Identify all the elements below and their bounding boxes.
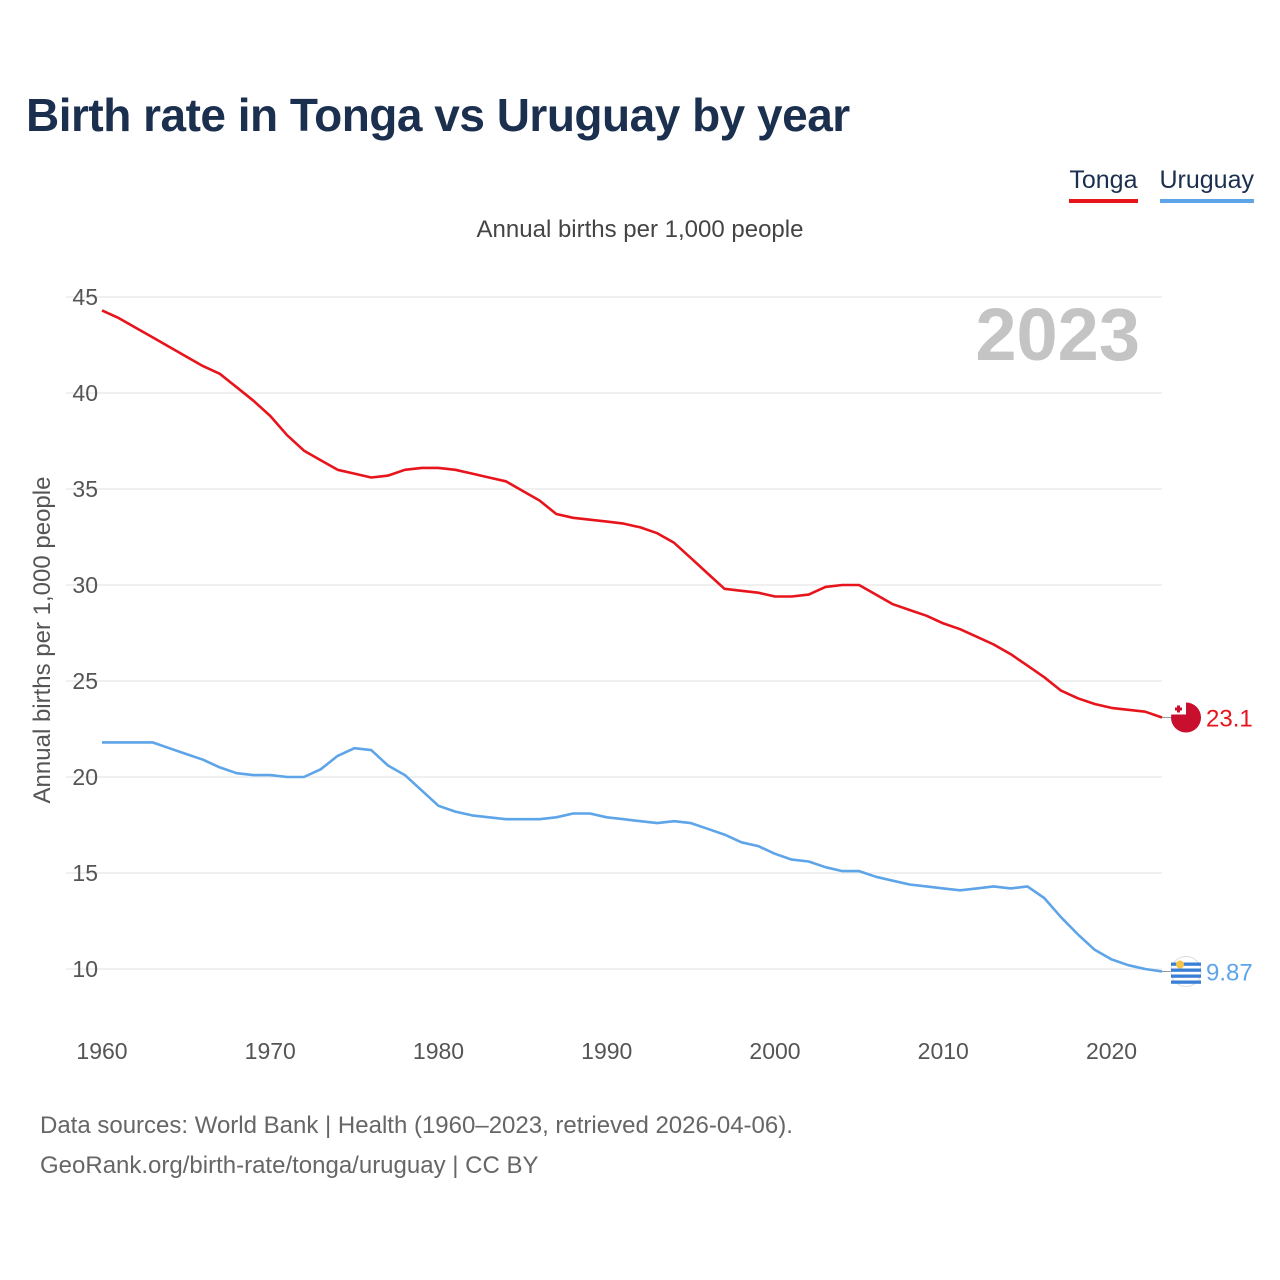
end-value-label-tonga: 23.1 xyxy=(1206,705,1253,732)
flag-tonga-icon xyxy=(1171,702,1201,733)
x-tick-label: 2010 xyxy=(918,1038,969,1064)
flag-stripe xyxy=(1171,980,1201,984)
flag-stripe xyxy=(1171,962,1201,966)
x-tick-label: 2020 xyxy=(1086,1038,1137,1064)
legend-item-uruguay[interactable]: Uruguay xyxy=(1159,166,1254,203)
y-tick-label: 10 xyxy=(72,956,98,982)
y-tick-label: 35 xyxy=(72,476,98,502)
year-watermark: 2023 xyxy=(975,293,1140,376)
y-tick-label: 40 xyxy=(72,380,98,406)
flag-stripe xyxy=(1171,968,1201,972)
footer-url: GeoRank.org/birth-rate/tonga/uruguay | C… xyxy=(40,1152,539,1179)
flag-sun xyxy=(1176,960,1184,969)
flag-uruguay-icon xyxy=(1170,955,1202,987)
x-tick-label: 1960 xyxy=(76,1038,127,1064)
footer-sources: Data sources: World Bank | Health (1960–… xyxy=(40,1112,793,1139)
y-axis-label: Annual births per 1,000 people xyxy=(29,477,56,804)
series-line-tonga[interactable] xyxy=(101,309,1163,719)
series-lines xyxy=(101,309,1163,973)
y-tick-label: 45 xyxy=(72,284,98,310)
legend-item-tonga[interactable]: Tonga xyxy=(1069,166,1138,203)
x-tick-label: 1990 xyxy=(581,1038,632,1064)
y-tick-label: 25 xyxy=(72,668,98,694)
grid-lines xyxy=(66,296,1162,970)
x-tick-label: 1970 xyxy=(245,1038,296,1064)
legend: Tonga Uruguay xyxy=(1069,166,1254,203)
x-tick-label: 2000 xyxy=(749,1038,800,1064)
y-axis-ticks: 10 15 20 25 30 35 40 45 xyxy=(72,284,98,982)
chart-subtitle: Annual births per 1,000 people xyxy=(476,216,804,243)
y-tick-label: 20 xyxy=(72,764,98,790)
flag-cross xyxy=(1175,707,1182,711)
series-line-uruguay[interactable] xyxy=(102,741,1163,973)
y-tick-label: 15 xyxy=(72,860,98,886)
x-tick-label: 1980 xyxy=(413,1038,464,1064)
x-axis-ticks: 1960 1970 1980 1990 2000 2010 2020 xyxy=(76,1038,1137,1064)
flag-stripe xyxy=(1171,974,1201,978)
chart-title: Birth rate in Tonga vs Uruguay by year xyxy=(26,89,850,141)
y-tick-label: 30 xyxy=(72,572,98,598)
end-markers: 23.1 9.87 xyxy=(1162,702,1253,987)
end-value-label-uruguay: 9.87 xyxy=(1206,959,1253,986)
line-chart: 10 15 20 25 30 35 40 45 1960 1970 1980 1990 2000 201… xyxy=(29,284,1253,1064)
footer: Data sources: World Bank | Health (1960–… xyxy=(40,1106,793,1186)
